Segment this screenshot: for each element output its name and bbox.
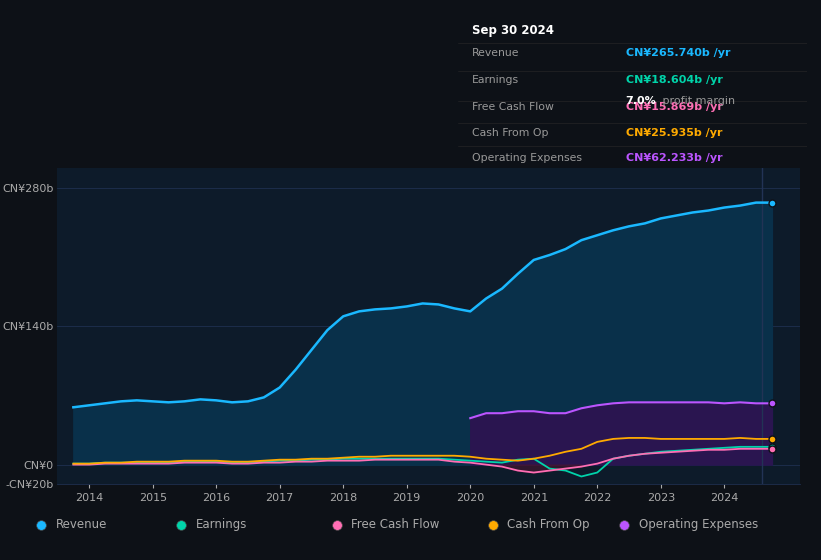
- Text: 7.0%: 7.0%: [626, 96, 656, 106]
- Text: Free Cash Flow: Free Cash Flow: [351, 518, 440, 531]
- Text: CN¥265.740b /yr: CN¥265.740b /yr: [626, 48, 730, 58]
- Text: Earnings: Earnings: [472, 75, 519, 85]
- Text: Operating Expenses: Operating Expenses: [472, 153, 582, 164]
- Text: Sep 30 2024: Sep 30 2024: [472, 24, 554, 37]
- Text: Cash From Op: Cash From Op: [472, 128, 548, 138]
- Text: CN¥18.604b /yr: CN¥18.604b /yr: [626, 75, 722, 85]
- Text: Revenue: Revenue: [472, 48, 520, 58]
- Text: Cash From Op: Cash From Op: [507, 518, 589, 531]
- Text: Revenue: Revenue: [56, 518, 108, 531]
- Text: Free Cash Flow: Free Cash Flow: [472, 102, 554, 112]
- Text: CN¥62.233b /yr: CN¥62.233b /yr: [626, 153, 722, 164]
- Text: CN¥25.935b /yr: CN¥25.935b /yr: [626, 128, 722, 138]
- Text: profit margin: profit margin: [658, 96, 735, 106]
- Text: Operating Expenses: Operating Expenses: [639, 518, 758, 531]
- Text: CN¥15.869b /yr: CN¥15.869b /yr: [626, 102, 722, 112]
- Text: Earnings: Earnings: [195, 518, 247, 531]
